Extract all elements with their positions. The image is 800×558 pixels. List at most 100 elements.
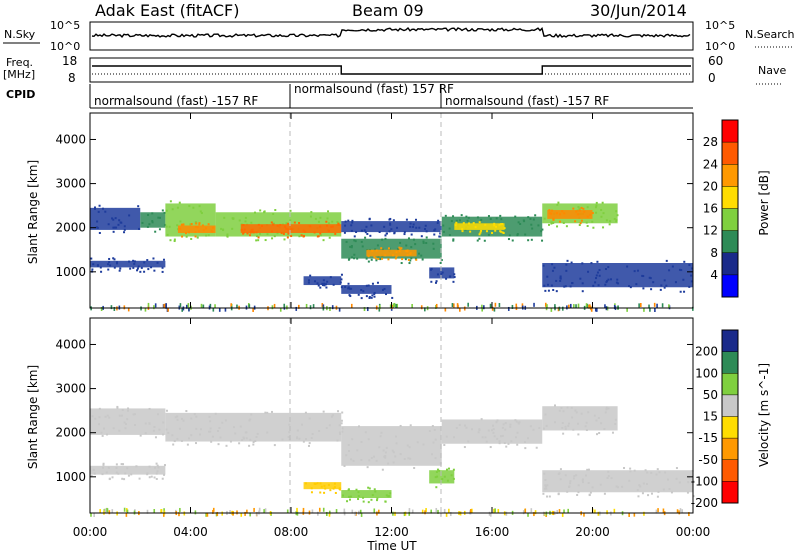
velocity-speckle (357, 498, 360, 501)
power-speckle (547, 289, 550, 292)
cpid-label: CPID (6, 88, 35, 101)
power-ground-speckle (179, 303, 182, 308)
power-ground-speckle (100, 306, 103, 311)
velocity-speckle (378, 446, 381, 449)
power-speckle (349, 245, 352, 248)
velocity-speckle (346, 500, 349, 503)
power-speckle (376, 281, 379, 284)
velocity-speckle (458, 423, 461, 426)
power-speckle (507, 238, 510, 241)
velocity-ground-speckle (448, 508, 450, 513)
x-tick-label: 12:00 (374, 525, 409, 539)
velocity-speckle (307, 444, 310, 447)
power-ground-speckle (463, 306, 466, 311)
power-speckle (550, 284, 553, 287)
power-speckle (140, 266, 143, 269)
power-speckle (444, 214, 447, 217)
power-speckle (181, 235, 184, 238)
power-speckle (617, 282, 620, 285)
velocity-band-0 (90, 408, 166, 435)
velocity-speckle (394, 435, 397, 438)
power-speckle (527, 239, 530, 242)
power-speckle (116, 261, 119, 264)
power-speckle (151, 221, 154, 224)
power-band-8 (366, 249, 417, 257)
velocity-speckle (106, 433, 109, 436)
power-speckle (432, 247, 435, 250)
velocity-ground-speckle (497, 508, 500, 513)
power-speckle (309, 274, 312, 277)
power-speckle (361, 245, 364, 248)
velocity-speckle (208, 430, 211, 433)
velocity-speckle (678, 481, 681, 484)
velocity-speckle (441, 478, 444, 481)
velocity-speckle (117, 472, 120, 475)
velocity-speckle (501, 426, 504, 429)
power-speckle (375, 249, 378, 252)
power-speckle (398, 246, 401, 249)
velocity-speckle (327, 483, 330, 486)
velocity-speckle (596, 433, 599, 436)
velocity-speckle (389, 492, 392, 495)
power-ground-speckle (202, 304, 205, 309)
velocity-speckle (452, 477, 455, 480)
velocity-speckle (357, 491, 360, 494)
power-colorbar-swatch (722, 120, 738, 143)
power-speckle (340, 273, 343, 276)
velocity-ground-speckle (688, 512, 690, 517)
power-speckle (601, 201, 604, 204)
power-speckle (556, 225, 559, 228)
power-speckle (415, 258, 418, 261)
velocity-speckle (501, 434, 504, 437)
power-ground-speckle (613, 304, 616, 309)
power-ytick-label: 2000 (55, 221, 86, 235)
power-speckle (365, 295, 368, 298)
power-speckle (558, 220, 561, 223)
velocity-speckle (464, 424, 467, 427)
velocity-speckle (127, 474, 130, 477)
power-speckle (323, 284, 326, 287)
power-speckle (231, 227, 234, 230)
velocity-speckle (561, 421, 564, 424)
velocity-speckle (687, 481, 690, 484)
power-ytick-label: 4000 (55, 132, 86, 146)
power-speckle (255, 231, 258, 234)
power-speckle (101, 207, 104, 210)
velocity-speckle (656, 468, 659, 471)
power-speckle (365, 225, 368, 228)
velocity-speckle (614, 423, 617, 426)
velocity-speckle (154, 466, 157, 469)
velocity-ground-speckle (328, 512, 331, 517)
power-speckle (180, 223, 183, 226)
velocity-speckle (338, 424, 341, 427)
power-speckle (668, 269, 671, 272)
power-speckle (309, 215, 312, 218)
power-ground-speckle (656, 303, 658, 308)
velocity-speckle (186, 443, 189, 446)
velocity-speckle (339, 432, 342, 435)
power-speckle (287, 222, 290, 225)
velocity-speckle (485, 440, 488, 443)
power-speckle (410, 257, 413, 260)
velocity-ground-speckle (296, 507, 298, 512)
power-speckle (165, 209, 168, 212)
power-speckle (540, 230, 543, 233)
power-speckle (420, 254, 423, 257)
velocity-speckle (606, 476, 609, 479)
power-speckle (613, 217, 616, 220)
velocity-speckle (355, 488, 358, 491)
power-speckle (555, 212, 558, 215)
velocity-speckle (516, 431, 519, 434)
power-ground-speckle (451, 303, 454, 308)
velocity-speckle (138, 477, 141, 480)
power-speckle (348, 294, 351, 297)
power-speckle (683, 260, 686, 263)
beam-title: Beam 09 (352, 1, 424, 20)
power-speckle (434, 281, 437, 284)
power-speckle (433, 233, 436, 236)
velocity-speckle (242, 436, 245, 439)
power-speckle (163, 211, 166, 214)
velocity-speckle (413, 466, 416, 469)
velocity-speckle (650, 471, 653, 474)
velocity-speckle (384, 454, 387, 457)
